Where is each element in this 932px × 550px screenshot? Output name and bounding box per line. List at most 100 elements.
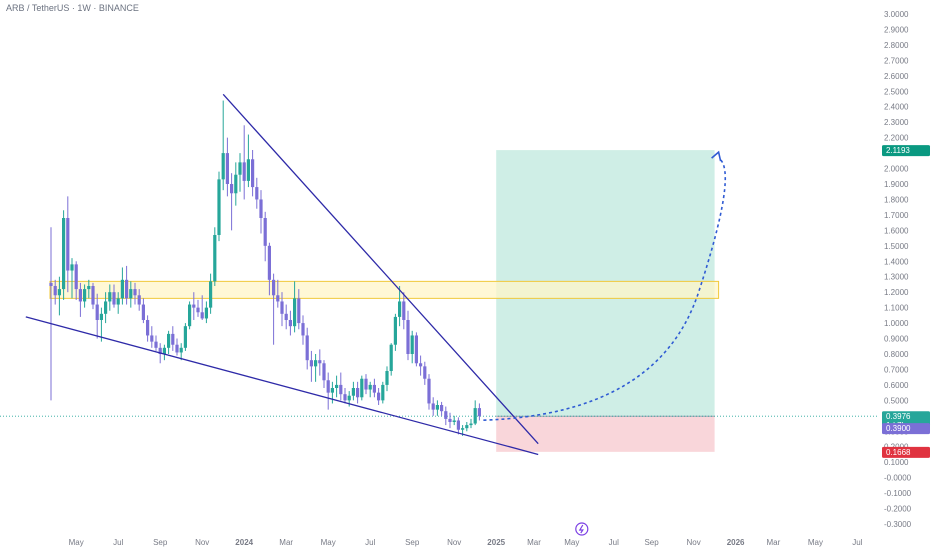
upper-trendline[interactable]: [222, 93, 539, 445]
candle-body[interactable]: [402, 301, 406, 320]
candle-body[interactable]: [423, 366, 427, 379]
candle-body[interactable]: [78, 289, 82, 302]
candle-body[interactable]: [364, 378, 368, 390]
candle-body[interactable]: [452, 420, 456, 422]
candle-body[interactable]: [280, 301, 284, 314]
candle-body[interactable]: [385, 371, 389, 385]
candle-body[interactable]: [204, 307, 208, 319]
candle-body[interactable]: [263, 218, 267, 246]
candle-body[interactable]: [259, 199, 263, 218]
candle-body[interactable]: [406, 320, 410, 354]
candle-body[interactable]: [217, 179, 221, 235]
candle-body[interactable]: [473, 408, 477, 424]
resistance-zone[interactable]: [49, 280, 720, 299]
candle-body[interactable]: [95, 304, 99, 320]
candle-body[interactable]: [276, 295, 280, 302]
candle-body[interactable]: [318, 360, 322, 364]
candle-body[interactable]: [435, 405, 439, 410]
candle-body[interactable]: [419, 363, 423, 367]
candle-body[interactable]: [267, 245, 271, 280]
candle-body[interactable]: [99, 313, 103, 320]
candle-body[interactable]: [284, 313, 288, 320]
candle-body[interactable]: [137, 295, 141, 305]
lower-trendline[interactable]: [25, 316, 539, 456]
candle-body[interactable]: [351, 388, 355, 396]
candle-body[interactable]: [213, 235, 217, 282]
candle-body[interactable]: [150, 335, 154, 342]
candle-body[interactable]: [360, 378, 364, 398]
candle-body[interactable]: [305, 335, 309, 361]
candle-body[interactable]: [330, 388, 334, 393]
candle-body[interactable]: [120, 279, 124, 299]
candle-body[interactable]: [288, 320, 292, 327]
candle-body[interactable]: [293, 298, 297, 327]
candle-body[interactable]: [326, 380, 330, 393]
candle-body[interactable]: [141, 304, 145, 320]
candle-body[interactable]: [62, 218, 66, 290]
candle-body[interactable]: [125, 279, 129, 299]
target-price-tag[interactable]: [882, 145, 930, 157]
candle-body[interactable]: [53, 286, 57, 296]
candle-body[interactable]: [188, 304, 192, 327]
candle-body[interactable]: [87, 286, 91, 290]
candle-body[interactable]: [238, 162, 242, 175]
candle-body[interactable]: [167, 333, 171, 348]
candle-body[interactable]: [221, 153, 225, 180]
candle-body[interactable]: [301, 323, 305, 336]
candle-body[interactable]: [154, 341, 158, 348]
candle-body[interactable]: [200, 312, 204, 319]
candle-body[interactable]: [297, 298, 301, 324]
stop-price-tag[interactable]: [882, 446, 930, 458]
candle-body[interactable]: [372, 384, 376, 393]
candle-body[interactable]: [91, 286, 95, 305]
projection-path[interactable]: [483, 157, 727, 421]
candle-body[interactable]: [389, 344, 393, 371]
candle-body[interactable]: [70, 264, 74, 271]
candle-body[interactable]: [335, 384, 339, 388]
candle-body[interactable]: [171, 333, 175, 345]
candle-body[interactable]: [272, 279, 276, 296]
candle-body[interactable]: [347, 395, 351, 401]
candle-body[interactable]: [108, 292, 112, 302]
candle-body[interactable]: [469, 423, 473, 426]
candle-body[interactable]: [381, 384, 385, 401]
candle-body[interactable]: [440, 405, 444, 412]
candle-body[interactable]: [57, 289, 61, 296]
candle-body[interactable]: [133, 289, 137, 296]
candle-body[interactable]: [192, 304, 196, 308]
candle-body[interactable]: [246, 159, 250, 181]
candle-body[interactable]: [66, 218, 70, 271]
candle-body[interactable]: [343, 394, 347, 401]
candle-body[interactable]: [461, 428, 465, 430]
candle-body[interactable]: [322, 363, 326, 381]
candle-body[interactable]: [309, 360, 313, 367]
candle-body[interactable]: [179, 347, 183, 353]
candle-body[interactable]: [158, 347, 162, 354]
candle-body[interactable]: [410, 335, 414, 354]
event-marker-icon[interactable]: [575, 522, 589, 536]
candle-body[interactable]: [314, 360, 318, 367]
candle-body[interactable]: [444, 411, 448, 419]
candle-body[interactable]: [465, 425, 469, 429]
candle-body[interactable]: [251, 159, 255, 188]
candle-body[interactable]: [183, 326, 187, 348]
candle-body[interactable]: [398, 301, 402, 317]
candle-body[interactable]: [393, 316, 397, 345]
candle-body[interactable]: [74, 264, 78, 290]
candle-body[interactable]: [146, 320, 150, 336]
candle-body[interactable]: [209, 281, 213, 308]
candle-body[interactable]: [83, 289, 87, 302]
entry-price-tag[interactable]: [882, 423, 930, 435]
candle-body[interactable]: [255, 187, 259, 200]
candle-body[interactable]: [427, 378, 431, 404]
candle-body[interactable]: [431, 403, 435, 410]
candle-body[interactable]: [230, 184, 234, 194]
candle-body[interactable]: [162, 347, 166, 354]
stop-zone[interactable]: [496, 416, 715, 452]
candle-body[interactable]: [448, 418, 452, 422]
candle-body[interactable]: [116, 298, 120, 305]
candle-body[interactable]: [456, 420, 460, 430]
candle-body[interactable]: [112, 292, 116, 305]
candle-body[interactable]: [477, 408, 481, 417]
